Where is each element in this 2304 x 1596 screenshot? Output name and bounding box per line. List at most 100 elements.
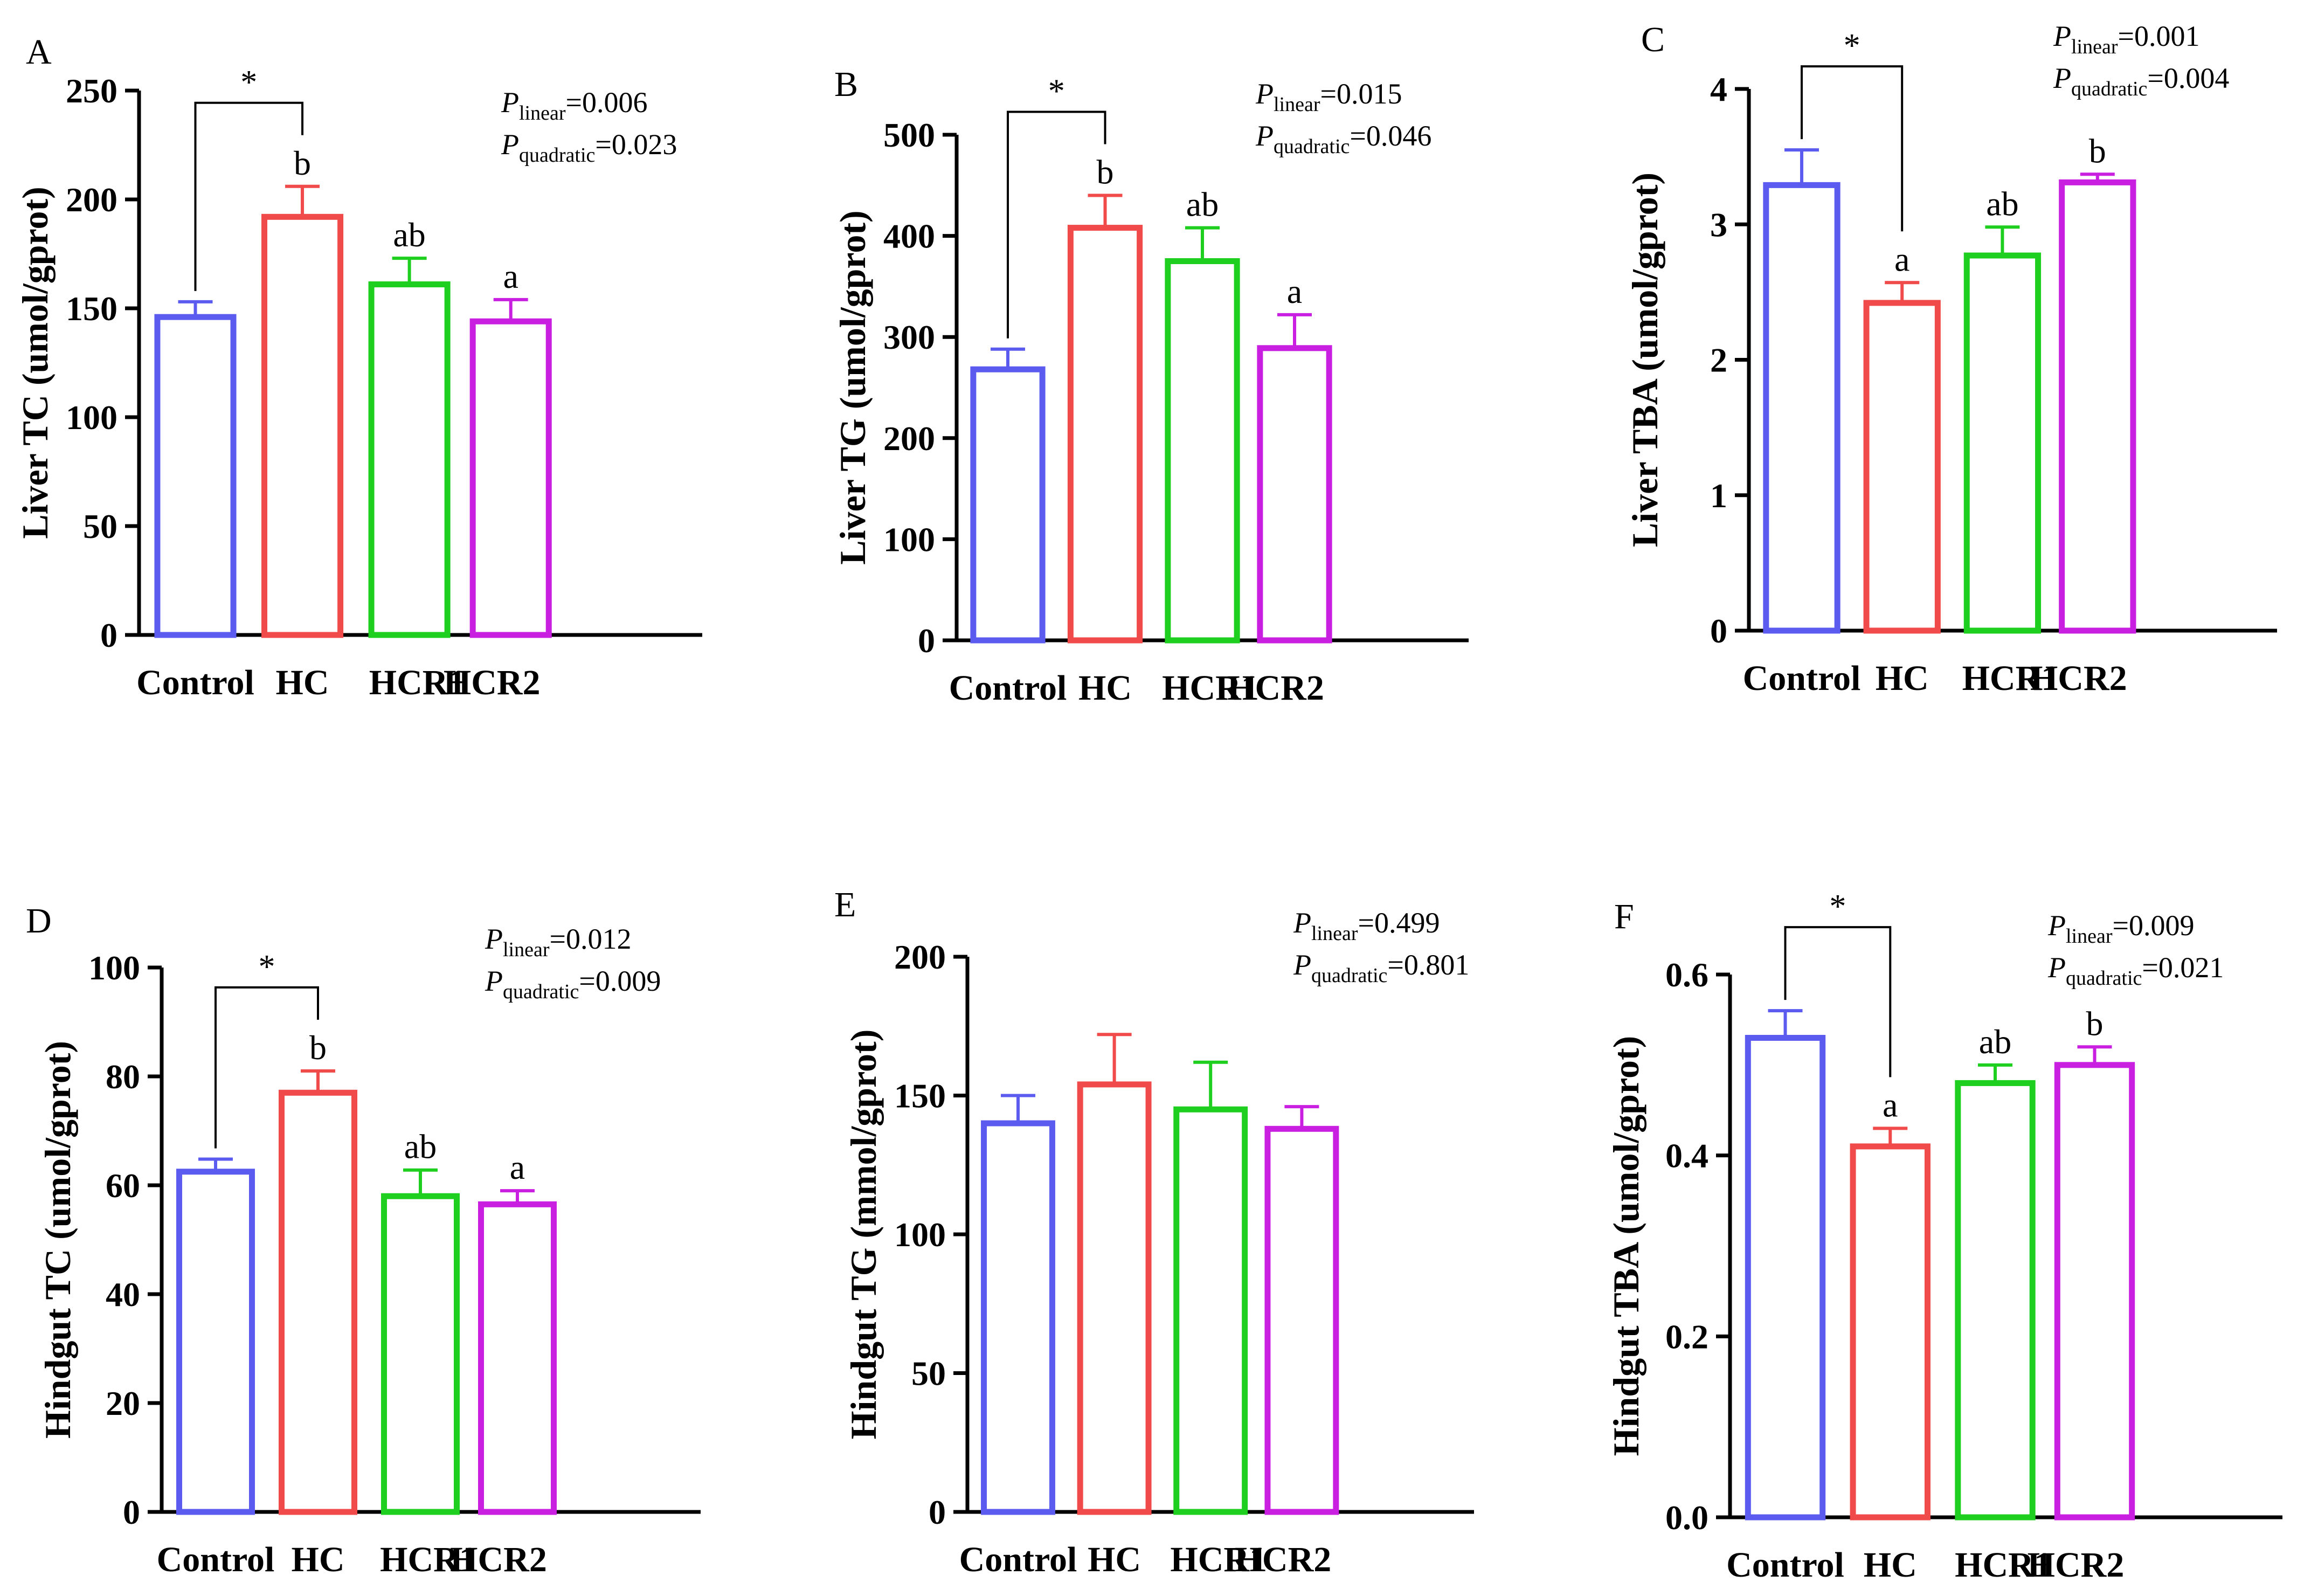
bar-hc xyxy=(279,1089,357,1515)
bar-hcr1 xyxy=(381,1193,460,1515)
p-quadratic-subscript: quadratic xyxy=(2066,967,2142,990)
p-quadratic: Pquadratic=0.801 xyxy=(1293,949,1469,987)
category-label: HCR2 xyxy=(1235,1540,1332,1579)
p-linear-value: =0.012 xyxy=(550,923,632,955)
category-label: HC xyxy=(276,663,329,702)
p-quadratic-subscript: quadratic xyxy=(503,980,579,1003)
category-label: HCR2 xyxy=(450,1540,547,1579)
y-tick-label: 0.4 xyxy=(1665,1137,1708,1175)
y-tick-label: 250 xyxy=(66,72,117,110)
p-quadratic: Pquadratic=0.046 xyxy=(1255,120,1431,158)
y-axis-label: Liver TBA (umol/gprot) xyxy=(1624,172,1665,547)
y-tick-label: 100 xyxy=(894,1215,946,1254)
p-quadratic-symbol: P xyxy=(1255,120,1274,152)
y-tick-label: 100 xyxy=(883,520,935,558)
bar-hc xyxy=(1067,225,1143,644)
y-tick-label: 100 xyxy=(66,398,117,437)
p-linear-symbol: P xyxy=(501,86,519,119)
y-tick-label: 20 xyxy=(106,1384,140,1422)
chart-panel-A: A 0 50 100 150 200 250 Liver TC (umol/gprot) Con… xyxy=(15,32,702,702)
y-tick-label: 0.6 xyxy=(1665,956,1708,994)
p-quadratic: Pquadratic=0.021 xyxy=(2047,951,2224,990)
p-quadratic-value: =0.021 xyxy=(2142,951,2224,984)
y-tick-label: 200 xyxy=(883,419,935,458)
p-linear-symbol: P xyxy=(2047,909,2066,942)
significance-letter: ab xyxy=(1986,184,2018,223)
bar-hcr2 xyxy=(469,318,552,638)
p-quadratic-value: =0.801 xyxy=(1387,949,1469,981)
category-label: Control xyxy=(949,668,1067,708)
p-linear: Plinear=0.009 xyxy=(2047,909,2194,948)
p-linear: Plinear=0.499 xyxy=(1293,907,1440,945)
y-axis-label: Liver TC (umol/gprot) xyxy=(15,186,56,539)
p-linear-symbol: P xyxy=(1255,78,1274,110)
significance-letter: a xyxy=(510,1148,525,1186)
bar-hcr2 xyxy=(1257,345,1332,644)
y-tick-label: 50 xyxy=(83,507,117,545)
significance-letter: ab xyxy=(393,216,425,254)
p-linear-value: =0.015 xyxy=(1320,78,1402,110)
significance-bracket xyxy=(1784,926,1892,1077)
p-linear-value: =0.009 xyxy=(2113,909,2195,942)
p-quadratic-subscript: quadratic xyxy=(519,144,595,167)
p-quadratic-value: =0.023 xyxy=(595,128,677,161)
category-label: HCR1 xyxy=(1955,1545,2052,1585)
y-tick-label: 3 xyxy=(1710,205,1727,244)
y-tick-label: 1 xyxy=(1710,476,1727,515)
significance-letter: ab xyxy=(1186,185,1219,224)
p-linear-subscript: linear xyxy=(2071,36,2118,58)
p-quadratic-symbol: P xyxy=(501,128,519,161)
significance-bracket xyxy=(1007,110,1106,338)
y-tick-label: 0 xyxy=(929,1493,946,1531)
y-tick-label: 60 xyxy=(106,1166,140,1205)
bar-hc xyxy=(1850,1143,1931,1521)
category-label: Control xyxy=(959,1540,1077,1579)
category-label: HCR1 xyxy=(380,1540,477,1579)
y-tick-label: 500 xyxy=(883,116,935,154)
p-quadratic-subscript: quadratic xyxy=(1274,135,1350,158)
significance-bracket xyxy=(215,986,319,1149)
category-label: Control xyxy=(157,1540,275,1579)
y-tick-label: 40 xyxy=(106,1275,140,1314)
panel-letter: F xyxy=(1614,897,1634,936)
significance-letter: b xyxy=(1097,153,1114,191)
y-tick-label: 0 xyxy=(918,621,935,660)
category-label: HCR2 xyxy=(444,663,541,702)
significance-star: * xyxy=(1048,73,1065,110)
p-linear-symbol: P xyxy=(485,923,503,955)
chart-panel-E: E 0 50 100 150 200 Hindgut TG (mmol/gprot) Cont… xyxy=(834,885,1474,1579)
y-axis-label: Hindgut TC (umol/gprot) xyxy=(37,1041,78,1439)
category-label: HCR2 xyxy=(1227,668,1324,708)
chart-panel-B: B 0 100 200 300 400 500 Liver TG (umol/gprot) Co… xyxy=(832,65,1469,708)
bar-hcr2 xyxy=(2054,1062,2135,1521)
category-label: HC xyxy=(1864,1545,1917,1585)
p-linear-subscript: linear xyxy=(503,938,550,961)
category-label: Control xyxy=(1726,1545,1844,1585)
significance-bracket xyxy=(194,101,304,291)
p-linear: Plinear=0.012 xyxy=(485,923,631,961)
significance-star: * xyxy=(1829,888,1846,925)
bar-hcr1 xyxy=(1955,1080,2036,1521)
category-label: HCR1 xyxy=(1170,1540,1267,1579)
p-linear-subscript: linear xyxy=(1274,93,1320,116)
bar-hcr1 xyxy=(368,281,451,638)
bar-hcr1 xyxy=(1173,1106,1248,1515)
p-quadratic-symbol: P xyxy=(2053,62,2071,94)
category-label: HC xyxy=(1088,1540,1141,1579)
panel-letter: E xyxy=(834,885,856,924)
significance-letter: b xyxy=(2086,1004,2104,1042)
p-linear-subscript: linear xyxy=(2066,925,2113,948)
category-label: HCR1 xyxy=(369,663,466,702)
significance-letter: ab xyxy=(1979,1022,2011,1061)
significance-letter: b xyxy=(2089,132,2106,170)
p-quadratic-value: =0.004 xyxy=(2147,62,2229,94)
p-linear-symbol: P xyxy=(1293,907,1311,939)
significance-letter: b xyxy=(309,1028,327,1067)
category-label: HCR2 xyxy=(2028,1545,2125,1585)
category-label: HC xyxy=(292,1540,345,1579)
y-tick-label: 80 xyxy=(106,1058,140,1096)
panel-letter: D xyxy=(26,901,52,941)
significance-letter: ab xyxy=(404,1128,437,1166)
p-quadratic: Pquadratic=0.004 xyxy=(2053,62,2229,100)
